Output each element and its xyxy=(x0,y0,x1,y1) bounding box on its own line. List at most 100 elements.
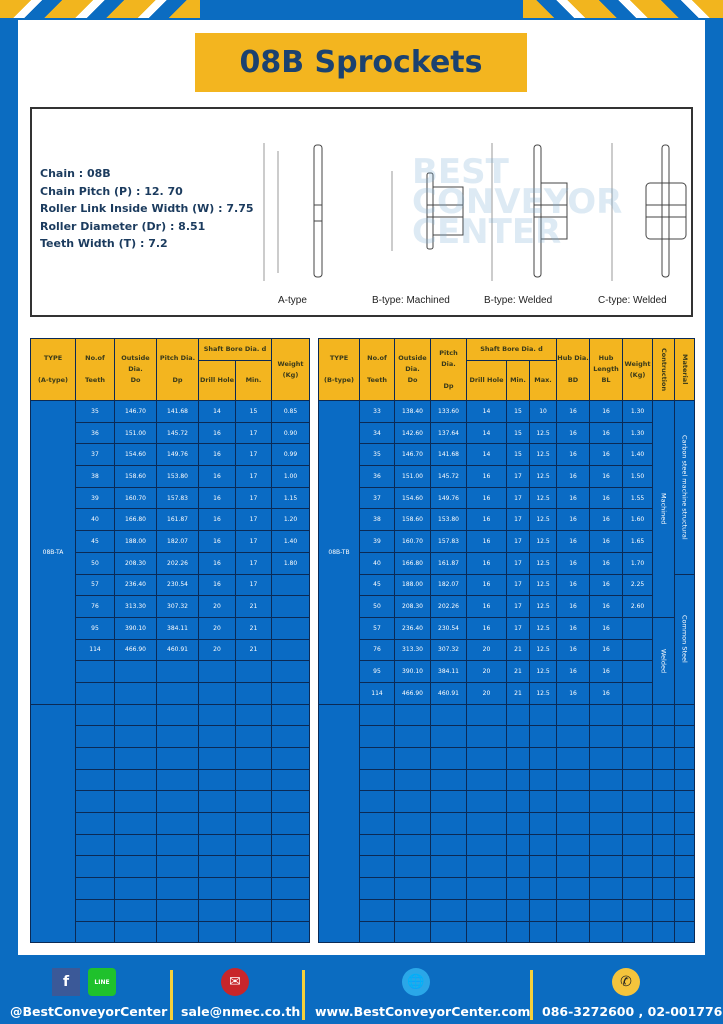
table-row: 39 160.70 157.83 16 17 12.5 16 16 1.65 xyxy=(319,530,695,553)
material-cell: Carbon steel machine structural xyxy=(674,400,696,575)
table-cell: 1.00 xyxy=(271,465,310,488)
table-cell: 15 xyxy=(506,443,530,467)
table-cell xyxy=(622,747,654,770)
table-cell: 57 xyxy=(75,573,115,597)
table-cell: 141.68 xyxy=(156,400,199,423)
construction-cell xyxy=(652,877,676,900)
table-cell: 188.00 xyxy=(114,530,157,553)
table-cell: 1.40 xyxy=(271,530,310,553)
a-type-diagram xyxy=(263,143,323,281)
table-cell xyxy=(114,898,157,922)
table-cell: 16 xyxy=(556,573,591,597)
table-cell xyxy=(528,725,558,748)
table-cell: 12.5 xyxy=(528,421,558,445)
table-row: 45 188.00 182.07 16 17 12.5 16 16 2.25 Common Ste… xyxy=(319,573,696,705)
table-cell: 39 xyxy=(359,530,395,553)
table-cell: 154.60 xyxy=(114,443,157,467)
decor-stripes-right xyxy=(523,0,723,18)
table-cell xyxy=(271,660,310,683)
table-cell: 12.5 xyxy=(528,595,558,618)
table-cell: 16 xyxy=(198,421,236,445)
table-cell: 17 xyxy=(506,530,530,553)
table-cell xyxy=(430,703,467,727)
table-cell: 17 xyxy=(235,465,272,488)
table-cell xyxy=(622,877,654,900)
email-icon[interactable]: ✉ xyxy=(221,968,249,996)
table-row: 40 166.80 161.87 16 17 12.5 16 16 1.70 xyxy=(319,551,695,575)
spec-roller-diameter: Roller Diameter (Dr) : 8.51 xyxy=(40,219,206,233)
table-cell xyxy=(466,877,507,900)
table-cell: 16 xyxy=(466,508,507,532)
table-cell: 16 xyxy=(589,595,624,618)
table-cell: 16 xyxy=(556,660,591,683)
table-cell xyxy=(198,703,236,727)
table-cell xyxy=(466,833,507,857)
table-cell: 1.15 xyxy=(271,486,310,510)
table-cell xyxy=(528,920,558,944)
table-cell: 15 xyxy=(235,400,272,423)
table-cell xyxy=(235,812,272,835)
header-type: TYPE (A-type) xyxy=(30,338,76,401)
table-cell xyxy=(198,812,236,835)
table-cell: 12.5 xyxy=(528,530,558,553)
table-cell xyxy=(75,747,115,770)
table-cell: 38 xyxy=(359,508,395,532)
table-cell xyxy=(156,877,199,900)
table-cell: 37 xyxy=(75,443,115,467)
table-a-type: TYPE (A-type) No.of Teeth Outside Dia. Do Pi… xyxy=(30,338,310,944)
table-cell xyxy=(271,812,310,835)
table-cell: 76 xyxy=(359,638,395,662)
line-icon[interactable]: LINE xyxy=(88,968,116,996)
table-cell xyxy=(528,812,558,835)
table-row xyxy=(31,681,310,705)
table-b-type: TYPE (B-type) No.of Teeth Outside Dia. Do Pi… xyxy=(318,338,696,944)
table-cell: 36 xyxy=(359,465,395,488)
table-cell: 95 xyxy=(75,616,115,640)
table-cell: 208.30 xyxy=(394,595,431,618)
table-cell: 12.5 xyxy=(528,551,558,575)
table-cell xyxy=(622,725,654,748)
table-cell: 460.91 xyxy=(430,681,467,705)
b-type-machined-diagram xyxy=(391,171,464,251)
header-min: Min. xyxy=(235,360,272,401)
table-cell xyxy=(394,920,431,944)
table-cell: 202.26 xyxy=(156,551,199,575)
table-cell xyxy=(75,877,115,900)
table-cell: 17 xyxy=(506,465,530,488)
table-cell: 16 xyxy=(589,616,624,640)
table-row: 38 158.60 153.80 16 17 1.00 xyxy=(31,465,310,488)
email-link[interactable]: sale@nmec.co.th xyxy=(181,1004,301,1019)
table-cell: 16 xyxy=(589,638,624,662)
table-cell: 230.54 xyxy=(430,616,467,640)
table-cell: 16 xyxy=(556,465,591,488)
divider xyxy=(530,970,533,1020)
table-cell xyxy=(198,833,236,857)
table-cell: 0.99 xyxy=(271,443,310,467)
phone-numbers[interactable]: 086-3272600 , 02-0017766 xyxy=(542,1004,723,1019)
header-outside-dia: Outside Dia. Do xyxy=(114,338,157,401)
header-outside-dia: Outside Dia. Do xyxy=(394,338,431,401)
website-link[interactable]: www.BestConveyorCenter.com xyxy=(315,1004,531,1019)
facebook-icon[interactable]: f xyxy=(52,968,80,996)
table-cell: 14 xyxy=(466,400,507,423)
table-cell: 114 xyxy=(75,638,115,662)
table-cell: 1.30 xyxy=(622,400,654,423)
table-row xyxy=(319,898,696,922)
table-row: 50 208.30 202.26 16 17 1.80 xyxy=(31,551,310,575)
table-cell xyxy=(271,616,310,640)
material-cell xyxy=(674,790,696,814)
table-cell: 230.54 xyxy=(156,573,199,597)
table-row xyxy=(319,725,696,748)
table-cell xyxy=(156,703,199,727)
table-cell xyxy=(430,877,467,900)
table-cell: 16 xyxy=(198,573,236,597)
table-cell xyxy=(198,768,236,792)
table-cell xyxy=(75,920,115,944)
table-cell: 17 xyxy=(506,508,530,532)
table-cell: 17 xyxy=(506,616,530,640)
globe-icon[interactable]: 🌐 xyxy=(402,968,430,996)
phone-icon[interactable]: ✆ xyxy=(612,968,640,996)
table-cell xyxy=(271,898,310,922)
social-handle[interactable]: @BestConveyorCenter xyxy=(10,1004,168,1019)
table-cell: 16 xyxy=(589,681,624,705)
